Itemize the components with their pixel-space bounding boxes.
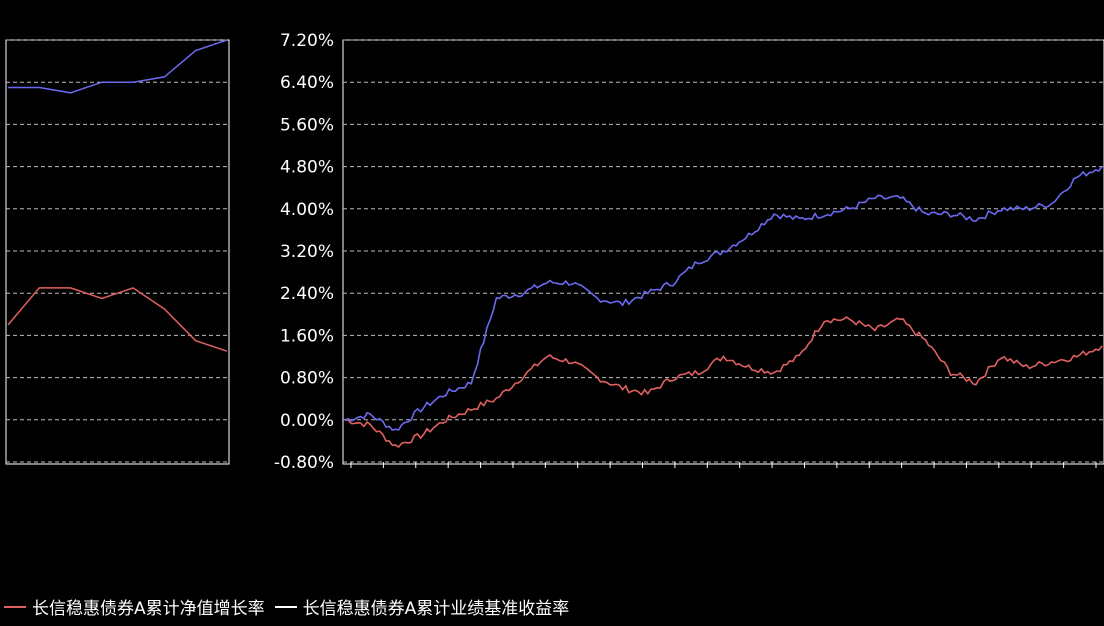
legend-label-benchmark: 长信稳惠债券A累计业绩基准收益率	[302, 599, 570, 619]
left-panel	[5, 39, 230, 465]
y-gridlines	[343, 39, 1104, 463]
y-tick-label: 1.60%	[280, 326, 334, 346]
y-tick-label: 4.80%	[280, 158, 334, 178]
y-tick-label: 5.60%	[280, 115, 334, 135]
main-panel: 7.20% 6.40% 5.60% 4.80% 4.00% 3.20% 2.40% 1.60%…	[274, 31, 1104, 473]
nav-growth-line	[344, 316, 1103, 449]
legend-item-benchmark: 长信稳惠债券A累计业绩基准收益率	[274, 594, 570, 619]
x-tick-marks	[350, 462, 1097, 468]
legend-label-nav: 长信稳惠债券A累计净值增长率	[32, 599, 265, 619]
series-lines	[344, 166, 1103, 449]
y-tick-label: 6.40%	[280, 73, 334, 93]
left-panel-nav-line	[7, 287, 228, 352]
y-tick-label: 7.20%	[280, 31, 334, 51]
y-tick-label: 2.40%	[280, 284, 334, 304]
legend-item-nav: 长信稳惠债券A累计净值增长率	[4, 594, 265, 619]
left-panel-grid	[6, 39, 229, 463]
legend-swatch-white	[274, 605, 297, 608]
y-tick-labels: 7.20% 6.40% 5.60% 4.80% 4.00% 3.20% 2.40% 1.60%…	[274, 31, 334, 473]
legend-swatch-red	[4, 605, 26, 608]
left-panel-frame	[5, 39, 230, 465]
y-tick-label: -0.80%	[274, 453, 334, 473]
y-tick-label: 0.00%	[280, 411, 334, 431]
y-tick-label: 0.80%	[280, 369, 334, 389]
legend: 长信稳惠债券A累计净值增长率 长信稳惠债券A累计业绩基准收益率	[4, 594, 569, 619]
benchmark-return-line	[344, 166, 1103, 431]
left-panel-benchmark-line	[8, 39, 228, 94]
y-tick-label: 4.00%	[280, 200, 334, 220]
y-tick-label: 3.20%	[280, 242, 334, 262]
